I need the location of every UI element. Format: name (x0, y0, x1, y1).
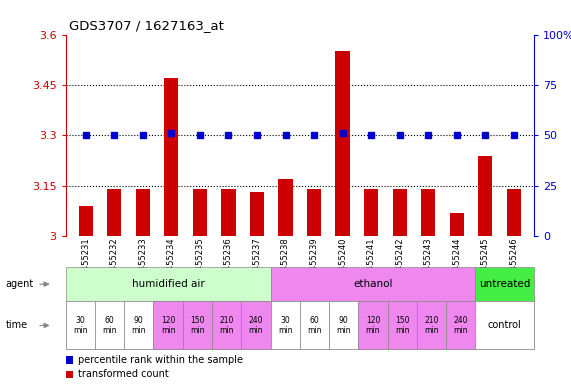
Bar (193, 189, 207, 236)
Text: transformed count: transformed count (78, 369, 168, 379)
Bar (222, 189, 236, 236)
Text: 90
min: 90 min (336, 316, 351, 335)
Bar (107, 189, 122, 236)
Bar (164, 78, 179, 236)
Bar (136, 189, 150, 236)
Bar (79, 206, 93, 236)
Text: 60
min: 60 min (102, 316, 117, 335)
Bar (335, 51, 349, 236)
Text: 120
min: 120 min (365, 316, 380, 335)
Text: ethanol: ethanol (353, 279, 393, 289)
Bar (364, 189, 379, 236)
Text: percentile rank within the sample: percentile rank within the sample (78, 355, 243, 365)
Text: time: time (6, 320, 28, 331)
Text: 150
min: 150 min (190, 316, 204, 335)
Text: 240
min: 240 min (248, 316, 263, 335)
Bar (279, 179, 292, 236)
Bar (250, 192, 264, 236)
Text: 150
min: 150 min (395, 316, 409, 335)
Text: 30
min: 30 min (73, 316, 87, 335)
Text: 60
min: 60 min (307, 316, 321, 335)
Bar (507, 189, 521, 236)
Text: untreated: untreated (479, 279, 530, 289)
Text: 240
min: 240 min (453, 316, 468, 335)
Text: 210
min: 210 min (219, 316, 234, 335)
Bar (478, 156, 492, 236)
Bar (450, 213, 464, 236)
Text: GDS3707 / 1627163_at: GDS3707 / 1627163_at (69, 19, 223, 32)
Text: agent: agent (6, 279, 34, 289)
Text: control: control (488, 320, 521, 331)
Bar (393, 189, 407, 236)
Text: 210
min: 210 min (424, 316, 439, 335)
Text: 30
min: 30 min (278, 316, 292, 335)
Text: humidified air: humidified air (132, 279, 204, 289)
Text: 90
min: 90 min (131, 316, 146, 335)
Text: 120
min: 120 min (161, 316, 175, 335)
Bar (307, 189, 321, 236)
Bar (421, 189, 436, 236)
